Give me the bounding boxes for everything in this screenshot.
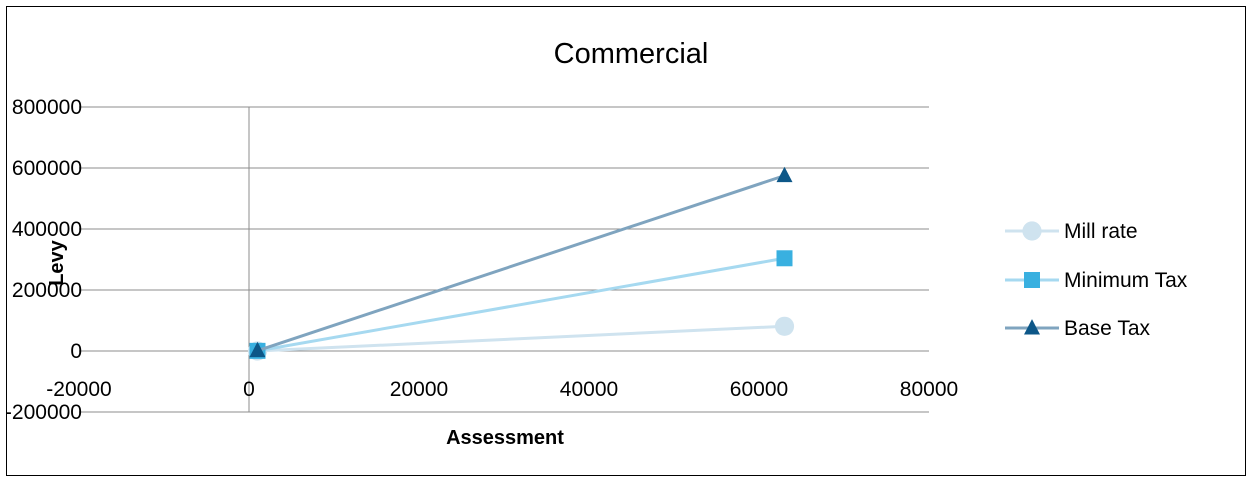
y-tick-label-0: 800000 [12, 96, 82, 119]
legend-marker-2 [1024, 319, 1040, 335]
legend-label-1: Minimum Tax [1064, 269, 1188, 292]
legend: Mill rate Minimum Tax Base Tax [1005, 220, 1188, 340]
legend-entry-1: Minimum Tax [1005, 269, 1188, 292]
series-line-2 [257, 174, 785, 353]
legend-marker-0 [1022, 221, 1042, 241]
y-tick-label-3: 200000 [12, 279, 82, 302]
series-line-0 [257, 324, 785, 353]
grid-lines [79, 106, 929, 413]
x-tick-label-1: 0 [243, 378, 255, 401]
x-tick-label-2: 20000 [390, 378, 448, 401]
x-tick-label-4: 60000 [730, 378, 788, 401]
x-tick-label-3: 40000 [560, 378, 618, 401]
x-axis-title: Assessment [446, 427, 564, 449]
series-line-1 [257, 256, 785, 353]
x-tick-label-5: 80000 [900, 378, 958, 401]
y-tick-label-1: 600000 [12, 157, 82, 180]
y-tick-label-4: 0 [70, 340, 82, 363]
legend-label-2: Base Tax [1064, 317, 1150, 340]
legend-label-0: Mill rate [1064, 220, 1138, 243]
legend-marker-1 [1024, 272, 1040, 288]
series-2 [249, 166, 793, 358]
series-1 [249, 250, 793, 359]
chart-title: Commercial [554, 38, 709, 70]
y-tick-label-2: 400000 [12, 218, 82, 241]
chart-frame: 800000 600000 400000 200000 0 -200000 -20000 0 2… [6, 6, 1246, 476]
series-layer [247, 166, 795, 361]
data-point-2-0 [249, 341, 266, 358]
data-point-0-1 [774, 316, 795, 336]
y-tick-label-5: -200000 [7, 401, 82, 424]
data-point-1-1 [776, 250, 793, 267]
legend-entry-0: Mill rate [1005, 220, 1138, 243]
legend-entry-2: Base Tax [1005, 317, 1150, 340]
y-axis-title: Levy [46, 239, 68, 285]
x-tick-label-0: -20000 [46, 378, 111, 401]
data-point-2-1 [776, 166, 793, 183]
